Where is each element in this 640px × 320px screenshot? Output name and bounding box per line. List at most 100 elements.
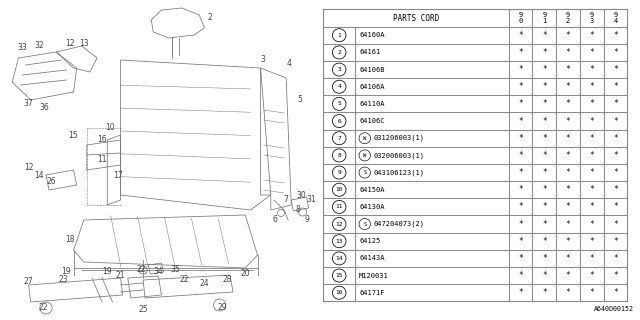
Bar — [323, 267, 355, 284]
Bar — [604, 198, 627, 215]
Bar — [556, 215, 580, 233]
Text: *: * — [613, 151, 618, 160]
Bar — [556, 10, 580, 27]
Bar — [604, 95, 627, 112]
Bar — [604, 44, 627, 61]
Bar — [532, 130, 556, 147]
Bar — [509, 147, 532, 164]
Text: S: S — [363, 170, 366, 175]
Text: *: * — [566, 134, 570, 143]
Text: *: * — [566, 254, 570, 263]
Bar — [556, 112, 580, 130]
Bar — [532, 284, 556, 301]
Text: 9: 9 — [518, 12, 523, 18]
Bar — [556, 233, 580, 250]
Text: *: * — [566, 31, 570, 40]
Text: *: * — [542, 254, 547, 263]
Bar — [509, 44, 532, 61]
Bar — [323, 78, 355, 95]
Text: *: * — [518, 288, 523, 297]
Text: 25: 25 — [138, 306, 148, 315]
Text: *: * — [542, 168, 547, 177]
Bar — [323, 147, 355, 164]
Text: 34: 34 — [154, 268, 163, 276]
Bar — [604, 181, 627, 198]
Text: *: * — [518, 185, 523, 194]
Text: 11: 11 — [97, 156, 107, 164]
Bar — [509, 250, 532, 267]
Bar — [509, 198, 532, 215]
Text: *: * — [589, 220, 594, 228]
Bar — [556, 44, 580, 61]
Bar — [532, 95, 556, 112]
Text: *: * — [518, 65, 523, 74]
Bar — [604, 233, 627, 250]
Text: *: * — [566, 220, 570, 228]
Text: *: * — [589, 116, 594, 125]
Text: *: * — [566, 271, 570, 280]
Text: *: * — [613, 185, 618, 194]
Bar — [323, 233, 355, 250]
Text: 3: 3 — [337, 67, 341, 72]
Text: 24: 24 — [200, 278, 209, 287]
Text: 64110A: 64110A — [359, 101, 385, 107]
Text: 2: 2 — [207, 13, 212, 22]
Bar — [323, 130, 355, 147]
Text: 13: 13 — [335, 239, 343, 244]
Text: 64125: 64125 — [359, 238, 380, 244]
Text: *: * — [589, 185, 594, 194]
Text: *: * — [613, 116, 618, 125]
Bar — [604, 112, 627, 130]
Text: *: * — [589, 254, 594, 263]
Text: *: * — [542, 100, 547, 108]
Bar — [556, 61, 580, 78]
Bar — [355, 44, 509, 61]
Bar — [532, 250, 556, 267]
Text: *: * — [542, 202, 547, 212]
Bar — [323, 164, 355, 181]
Text: *: * — [589, 151, 594, 160]
Text: 8: 8 — [295, 205, 300, 214]
Text: *: * — [566, 288, 570, 297]
Text: *: * — [589, 168, 594, 177]
Text: 8: 8 — [337, 153, 341, 158]
Bar — [323, 10, 509, 27]
Bar — [323, 95, 355, 112]
Text: 10: 10 — [335, 187, 343, 192]
Text: *: * — [566, 100, 570, 108]
Bar — [604, 284, 627, 301]
Text: *: * — [518, 48, 523, 57]
Text: *: * — [518, 254, 523, 263]
Bar — [355, 164, 509, 181]
Bar — [604, 130, 627, 147]
Bar — [509, 181, 532, 198]
Text: 043106123(1): 043106123(1) — [373, 169, 424, 176]
Text: 13: 13 — [79, 39, 88, 49]
Text: *: * — [518, 220, 523, 228]
Text: 2: 2 — [337, 50, 341, 55]
Text: *: * — [518, 31, 523, 40]
Text: 9: 9 — [613, 12, 618, 18]
Bar — [556, 130, 580, 147]
Bar — [556, 78, 580, 95]
Text: *: * — [613, 31, 618, 40]
Text: 12: 12 — [24, 164, 33, 172]
Bar — [509, 10, 532, 27]
Text: 64143A: 64143A — [359, 255, 385, 261]
Bar — [604, 250, 627, 267]
Text: *: * — [566, 202, 570, 212]
Text: *: * — [542, 82, 547, 91]
Text: 6: 6 — [337, 118, 341, 124]
Bar — [355, 215, 509, 233]
Text: *: * — [613, 271, 618, 280]
Bar — [604, 61, 627, 78]
Text: *: * — [566, 82, 570, 91]
Text: 64171F: 64171F — [359, 290, 385, 296]
Text: 17: 17 — [113, 171, 122, 180]
Text: *: * — [518, 202, 523, 212]
Bar — [532, 267, 556, 284]
Text: *: * — [566, 185, 570, 194]
Text: 37: 37 — [24, 99, 33, 108]
Text: W: W — [363, 136, 366, 141]
Bar — [509, 233, 532, 250]
